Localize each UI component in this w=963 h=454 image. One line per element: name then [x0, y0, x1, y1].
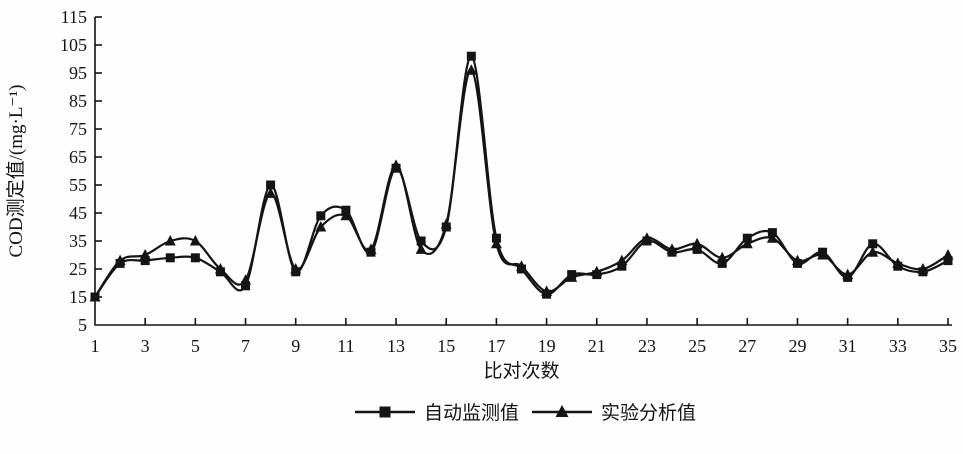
- data-point-triangle: [942, 249, 954, 260]
- x-axis-tick-label: 23: [638, 336, 656, 356]
- axis-lines: [94, 17, 952, 326]
- x-axis-tick-label: 13: [387, 336, 405, 356]
- x-axis-title: 比对次数: [483, 360, 559, 382]
- data-point-triangle: [766, 232, 778, 243]
- data-point-triangle: [315, 221, 327, 232]
- data-point-triangle: [817, 249, 829, 260]
- data-point-triangle: [290, 263, 302, 274]
- legend-label-1: 实验分析值: [601, 402, 696, 424]
- data-point-triangle: [214, 263, 226, 274]
- y-axis-tick-label: 15: [69, 287, 87, 307]
- y-axis-tick-label: 85: [69, 91, 87, 111]
- data-point-triangle: [641, 232, 653, 243]
- x-axis-tick-label: 9: [291, 336, 300, 356]
- y-axis-tick-label: 5: [78, 315, 87, 335]
- x-axis-tick-label: 1: [91, 336, 100, 356]
- data-point-triangle: [390, 159, 402, 170]
- x-axis-tick-label: 15: [437, 336, 455, 356]
- legend-square-marker: [379, 406, 391, 418]
- data-point-triangle: [265, 187, 277, 198]
- data-point-triangle: [691, 237, 703, 249]
- data-point-triangle: [791, 254, 803, 266]
- data-point-square: [617, 261, 627, 271]
- y-axis-tick-label: 55: [69, 175, 87, 195]
- data-point-square: [165, 253, 175, 263]
- x-axis-tick-label: 19: [538, 336, 556, 356]
- y-axis-tick-label: 45: [69, 203, 87, 223]
- x-axis-tick-label: 31: [839, 336, 857, 356]
- data-point-triangle: [892, 257, 904, 268]
- x-axis-tick-label: 5: [191, 336, 200, 356]
- data-point-triangle: [340, 209, 352, 221]
- data-point-square: [241, 281, 251, 291]
- data-point-triangle: [741, 237, 753, 249]
- data-point-triangle: [666, 243, 678, 254]
- data-point-square: [266, 180, 276, 190]
- data-point-triangle: [415, 243, 427, 254]
- data-point-triangle: [541, 285, 553, 296]
- data-point-triangle: [516, 260, 527, 271]
- y-axis-tick-label: 35: [69, 231, 87, 251]
- y-axis-tick-label: 75: [69, 119, 87, 139]
- data-point-square: [416, 236, 426, 246]
- data-point-triangle: [465, 64, 477, 75]
- data-point-triangle: [490, 237, 502, 249]
- x-axis-tick-label: 7: [241, 336, 250, 356]
- data-point-triangle: [240, 274, 252, 285]
- x-axis-tick-label: 29: [788, 336, 806, 356]
- data-point-square: [943, 256, 953, 266]
- data-point-triangle: [365, 243, 377, 254]
- y-axis-tick-label: 115: [61, 7, 87, 27]
- legend-label-0: 自动监测值: [424, 402, 519, 424]
- x-axis-tick-label: 27: [738, 336, 756, 356]
- y-axis-tick-label: 65: [69, 147, 87, 167]
- data-point-triangle: [139, 249, 151, 260]
- data-point-triangle: [566, 271, 578, 282]
- x-axis-tick-label: 17: [487, 336, 505, 356]
- data-point-triangle: [616, 254, 628, 266]
- data-point-triangle: [867, 246, 879, 257]
- data-point-triangle: [114, 254, 126, 266]
- x-axis-tick-label: 11: [337, 336, 354, 356]
- data-point-square: [140, 256, 150, 266]
- y-axis-tick-label: 95: [69, 63, 87, 83]
- data-point-triangle: [189, 235, 201, 246]
- x-axis-tick-label: 33: [889, 336, 907, 356]
- data-point-triangle: [89, 291, 101, 302]
- legend-triangle-marker: [555, 405, 569, 417]
- data-point-square: [190, 253, 200, 263]
- y-axis-tick-label: 105: [60, 35, 87, 55]
- x-axis-tick-label: 3: [141, 336, 150, 356]
- data-point-square: [316, 211, 326, 221]
- y-axis-title: COD测定值/(mg·L⁻¹): [5, 85, 27, 258]
- x-axis-tick-label: 21: [588, 336, 606, 356]
- data-point-triangle: [440, 218, 452, 229]
- data-point-triangle: [591, 265, 603, 277]
- y-axis-tick-label: 25: [69, 259, 87, 279]
- data-point-square: [717, 258, 727, 268]
- x-axis-tick-label: 25: [688, 336, 706, 356]
- data-point-triangle: [164, 235, 176, 246]
- data-point-triangle: [917, 263, 929, 274]
- data-point-triangle: [716, 251, 728, 263]
- data-point-square: [692, 244, 702, 254]
- data-point-triangle: [842, 268, 854, 280]
- x-axis-tick-label: 35: [939, 336, 957, 356]
- data-point-square: [466, 51, 476, 61]
- data-point-square: [868, 239, 878, 249]
